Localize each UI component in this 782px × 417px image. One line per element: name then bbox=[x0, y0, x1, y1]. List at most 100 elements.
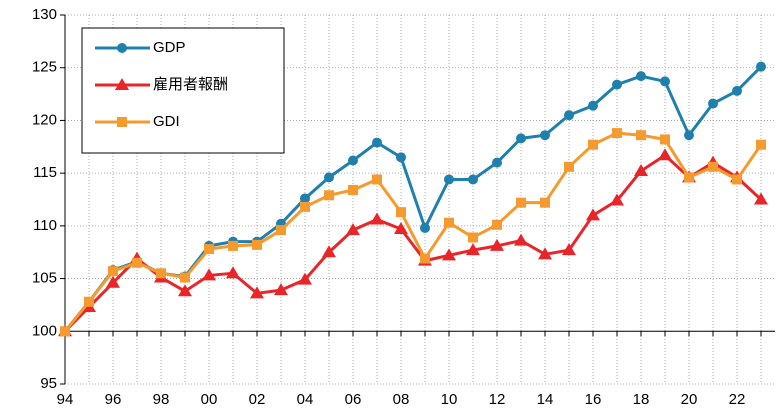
x-tick-label: 96 bbox=[105, 391, 122, 408]
data-point bbox=[252, 239, 262, 250]
data-point bbox=[756, 61, 766, 72]
data-point bbox=[324, 190, 334, 201]
legend-marker bbox=[117, 117, 127, 127]
data-point bbox=[564, 161, 574, 172]
data-point bbox=[586, 208, 600, 221]
data-point bbox=[564, 110, 574, 121]
data-point bbox=[300, 201, 310, 212]
legend-label: GDI bbox=[153, 113, 180, 130]
data-point bbox=[684, 130, 694, 141]
data-point bbox=[610, 193, 624, 206]
x-tick-label: 14 bbox=[537, 391, 554, 408]
x-tick-label: 98 bbox=[153, 391, 170, 408]
data-point bbox=[274, 283, 288, 296]
data-point bbox=[468, 174, 478, 185]
data-point bbox=[372, 174, 382, 185]
y-tick-label: 110 bbox=[33, 217, 57, 234]
data-point bbox=[444, 174, 454, 185]
data-point bbox=[660, 134, 670, 145]
data-point bbox=[372, 137, 382, 148]
data-point bbox=[322, 245, 336, 258]
data-point bbox=[490, 238, 504, 251]
x-tick-label: 22 bbox=[729, 391, 746, 408]
x-tick-label: 18 bbox=[633, 391, 650, 408]
data-point bbox=[396, 207, 406, 218]
data-point bbox=[492, 157, 502, 168]
data-point bbox=[658, 148, 672, 161]
data-point bbox=[300, 193, 310, 204]
legend-label: GDP bbox=[153, 39, 186, 56]
y-tick-label: 115 bbox=[33, 164, 57, 181]
data-point bbox=[204, 244, 214, 255]
data-point bbox=[588, 139, 598, 150]
x-tick-label: 02 bbox=[249, 391, 266, 408]
data-point bbox=[708, 161, 718, 172]
data-point bbox=[612, 128, 622, 139]
x-tick-label: 10 bbox=[441, 391, 458, 408]
data-point bbox=[540, 130, 550, 141]
data-point bbox=[226, 266, 240, 279]
data-point bbox=[732, 85, 742, 96]
legend-label: 雇用者報酬 bbox=[153, 76, 228, 93]
data-point bbox=[132, 257, 142, 268]
x-tick-label: 20 bbox=[681, 391, 698, 408]
data-point bbox=[708, 98, 718, 109]
data-point bbox=[276, 225, 286, 236]
data-point bbox=[684, 172, 694, 183]
data-point bbox=[370, 212, 384, 225]
x-tick-label: 08 bbox=[393, 391, 410, 408]
data-point bbox=[754, 192, 768, 205]
data-point bbox=[612, 79, 622, 90]
x-tick-label: 12 bbox=[489, 391, 506, 408]
data-point bbox=[636, 71, 646, 82]
y-tick-label: 125 bbox=[32, 59, 57, 76]
data-point bbox=[250, 286, 264, 299]
series-line bbox=[63, 131, 763, 333]
data-point bbox=[756, 139, 766, 150]
x-tick-label: 94 bbox=[57, 391, 74, 408]
data-point bbox=[394, 222, 408, 235]
x-tick-label: 00 bbox=[201, 391, 218, 408]
data-point bbox=[346, 223, 360, 236]
data-point bbox=[444, 217, 454, 228]
data-point bbox=[442, 248, 456, 261]
data-point bbox=[202, 268, 216, 281]
data-point bbox=[634, 164, 648, 177]
data-point bbox=[516, 197, 526, 208]
data-point bbox=[492, 219, 502, 230]
data-point bbox=[106, 275, 120, 288]
data-point bbox=[60, 326, 70, 337]
data-point bbox=[84, 296, 94, 307]
x-tick-label: 04 bbox=[297, 391, 314, 408]
y-tick-label: 100 bbox=[32, 322, 57, 339]
y-tick-label: 105 bbox=[32, 270, 57, 287]
x-tick-label: 06 bbox=[345, 391, 362, 408]
data-point bbox=[298, 272, 312, 285]
series-line bbox=[63, 153, 763, 333]
data-point bbox=[420, 222, 430, 233]
data-point bbox=[660, 76, 670, 87]
data-point bbox=[228, 240, 238, 251]
data-point bbox=[636, 130, 646, 141]
data-point bbox=[538, 247, 552, 260]
data-point bbox=[514, 233, 528, 246]
data-point bbox=[396, 152, 406, 163]
data-point bbox=[466, 243, 480, 256]
data-point bbox=[516, 133, 526, 144]
data-point bbox=[156, 268, 166, 279]
y-tick-label: 120 bbox=[32, 111, 57, 128]
data-point bbox=[540, 197, 550, 208]
data-point bbox=[562, 243, 576, 256]
x-tick-label: 16 bbox=[585, 391, 602, 408]
data-point bbox=[420, 253, 430, 264]
y-tick-label: 130 bbox=[32, 6, 57, 23]
data-point bbox=[348, 185, 358, 196]
data-point bbox=[108, 266, 118, 277]
legend-marker bbox=[115, 78, 129, 90]
legend-marker bbox=[117, 43, 127, 53]
data-point bbox=[178, 284, 192, 297]
data-point bbox=[468, 232, 478, 243]
data-point bbox=[732, 174, 742, 185]
data-point bbox=[324, 172, 334, 183]
